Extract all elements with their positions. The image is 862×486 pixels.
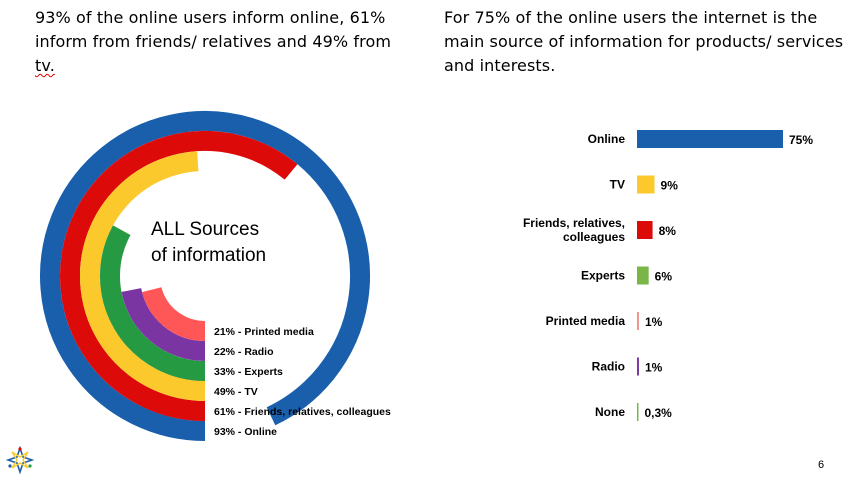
radial-bar-1 [40, 111, 370, 441]
bar-value-label-1: 75% [789, 133, 813, 147]
bar-1 [637, 130, 783, 148]
bar-value-label-4: 6% [655, 270, 673, 284]
bar-category-label-6: Radio [592, 360, 625, 374]
radial-chart-title-line-1: ALL Sources [151, 219, 259, 240]
radial-rings [40, 111, 370, 441]
radial-bar-4 [100, 225, 206, 381]
bar-value-label-6: 1% [645, 361, 663, 375]
bar-value-label-7: 0,3% [645, 406, 673, 420]
bar-3 [637, 221, 653, 239]
radial-bar-label-6: 21% - Printed media [214, 326, 314, 338]
bar-4 [637, 266, 649, 285]
bar-category-label-1: Online [588, 132, 626, 146]
bar-value-label-3: 8% [659, 224, 677, 238]
radial-bar-3 [80, 151, 206, 401]
right-heading: For 75% of the online users the internet… [444, 8, 844, 75]
bar-value-label-2: 9% [661, 179, 679, 193]
left-heading-flagged-word: tv. [35, 56, 55, 75]
bar-6 [637, 357, 639, 376]
bar-2 [637, 175, 655, 194]
left-heading: 93% of the online users inform online, 6… [35, 6, 410, 78]
radial-bar-label-4: 33% - Experts [214, 366, 283, 378]
bar-series: Online 75% TV 9% Friends, relatives, colleagu… [523, 130, 813, 421]
radial-bar-chart: 93% - Online 61% - Friends, relatives, co… [40, 111, 391, 441]
radial-bar-6 [142, 286, 206, 341]
radial-bar-5 [121, 287, 206, 361]
radial-chart-title-line-2: of information [151, 245, 266, 266]
page-number: 6 [818, 459, 825, 471]
radial-bar-label-5: 22% - Radio [214, 346, 274, 358]
bar-category-label-5: Printed media [546, 314, 626, 328]
radial-bar-label-1: 93% - Online [214, 426, 277, 438]
bar-category-label-4: Experts [581, 269, 625, 283]
bar-category-label-3: Friends, relatives, colleagues [523, 216, 625, 244]
radial-bar-label-2: 61% - Friends, relatives, colleagues [214, 406, 391, 418]
radial-bar-label-3: 49% - TV [214, 386, 258, 398]
bar-category-label-2: TV [610, 178, 625, 192]
bar-category-label-7: None [595, 405, 625, 419]
bar-5 [637, 312, 639, 330]
bar-7 [637, 403, 639, 421]
left-heading-text: 93% of the online users inform online, 6… [35, 8, 392, 51]
bar-value-label-5: 1% [645, 315, 663, 329]
radial-bar-2 [60, 131, 298, 421]
radial-legend: 93% - Online 61% - Friends, relatives, co… [214, 326, 391, 438]
logo-star-icon [6, 446, 34, 474]
